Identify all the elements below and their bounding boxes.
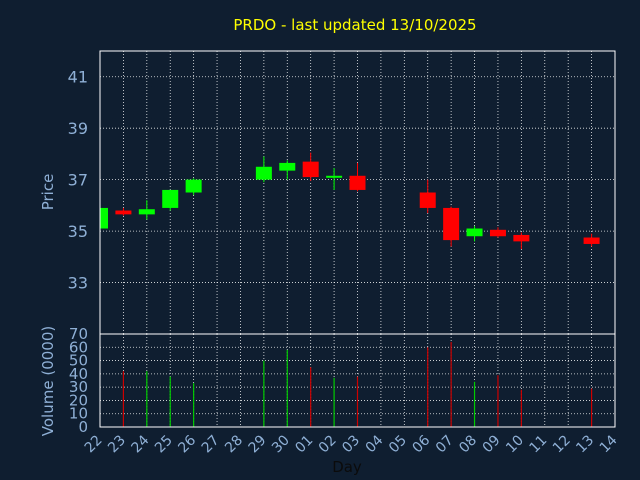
- price-tick-label: 35: [68, 222, 88, 241]
- grid-layer: [99, 51, 616, 427]
- candle-body: [115, 210, 132, 215]
- price-tick-label: 41: [68, 68, 88, 87]
- candle-body: [326, 175, 343, 178]
- volume-tick-label: 10: [69, 405, 88, 423]
- volume-tick-label: 60: [69, 338, 88, 356]
- candle-body: [100, 207, 108, 229]
- candle-body: [513, 234, 530, 242]
- x-tick-label: 06: [409, 432, 433, 456]
- volume-layer: [122, 341, 593, 427]
- candle-body: [279, 162, 296, 171]
- candle-body: [443, 207, 460, 241]
- x-tick-label: 08: [456, 432, 480, 456]
- price-axis-label: Price: [39, 174, 57, 211]
- x-tick-label: 25: [152, 432, 176, 456]
- candle-body: [489, 229, 506, 237]
- x-tick-label: 28: [222, 432, 246, 456]
- candle-body: [583, 237, 600, 244]
- price-tick-label: 37: [68, 171, 88, 190]
- x-tick-label: 30: [269, 432, 293, 456]
- x-tick-label: 27: [199, 432, 223, 456]
- x-tick-label: 29: [246, 432, 270, 456]
- x-tick-label: 07: [433, 432, 457, 456]
- volume-panel-frame: [99, 333, 616, 428]
- candle-body: [138, 209, 155, 215]
- x-tick-label: 09: [480, 432, 504, 456]
- volume-tick-label: 30: [69, 378, 88, 396]
- volume-tick-label: 50: [69, 352, 88, 370]
- x-tick-label: 13: [573, 432, 597, 456]
- candle-body: [255, 166, 272, 180]
- x-axis-label: Day: [332, 458, 362, 476]
- candle-body: [302, 161, 319, 178]
- candle-body: [185, 179, 202, 193]
- volume-tick-label: 0: [78, 418, 88, 436]
- x-tick-label: 11: [527, 432, 551, 456]
- chart-title: PRDO - last updated 13/10/2025: [233, 16, 476, 34]
- candle-body: [349, 175, 366, 190]
- volume-axis-label: Volume (0000): [39, 326, 57, 436]
- candle-layer: [99, 152, 600, 250]
- x-tick-label: 10: [503, 432, 527, 456]
- x-tick-label: 23: [105, 432, 129, 456]
- candle-body: [162, 189, 179, 208]
- x-tick-label: 14: [597, 432, 621, 456]
- x-tick-label: 12: [550, 432, 574, 456]
- candle-body: [419, 192, 436, 208]
- price-tick-label: 33: [68, 274, 88, 293]
- volume-tick-label: 20: [69, 391, 88, 409]
- x-tick-label: 03: [339, 432, 363, 456]
- x-tick-label: 24: [129, 432, 153, 456]
- price-tick-label: 39: [68, 119, 88, 138]
- x-tick-label: 05: [386, 432, 410, 456]
- x-tick-label: 04: [363, 432, 387, 456]
- volume-tick-label: 40: [69, 365, 88, 383]
- x-tick-label: 02: [316, 432, 340, 456]
- x-tick-label: 26: [175, 432, 199, 456]
- volume-tick-label: 70: [69, 325, 88, 343]
- candle-body: [466, 228, 483, 237]
- x-tick-label: 01: [292, 432, 316, 456]
